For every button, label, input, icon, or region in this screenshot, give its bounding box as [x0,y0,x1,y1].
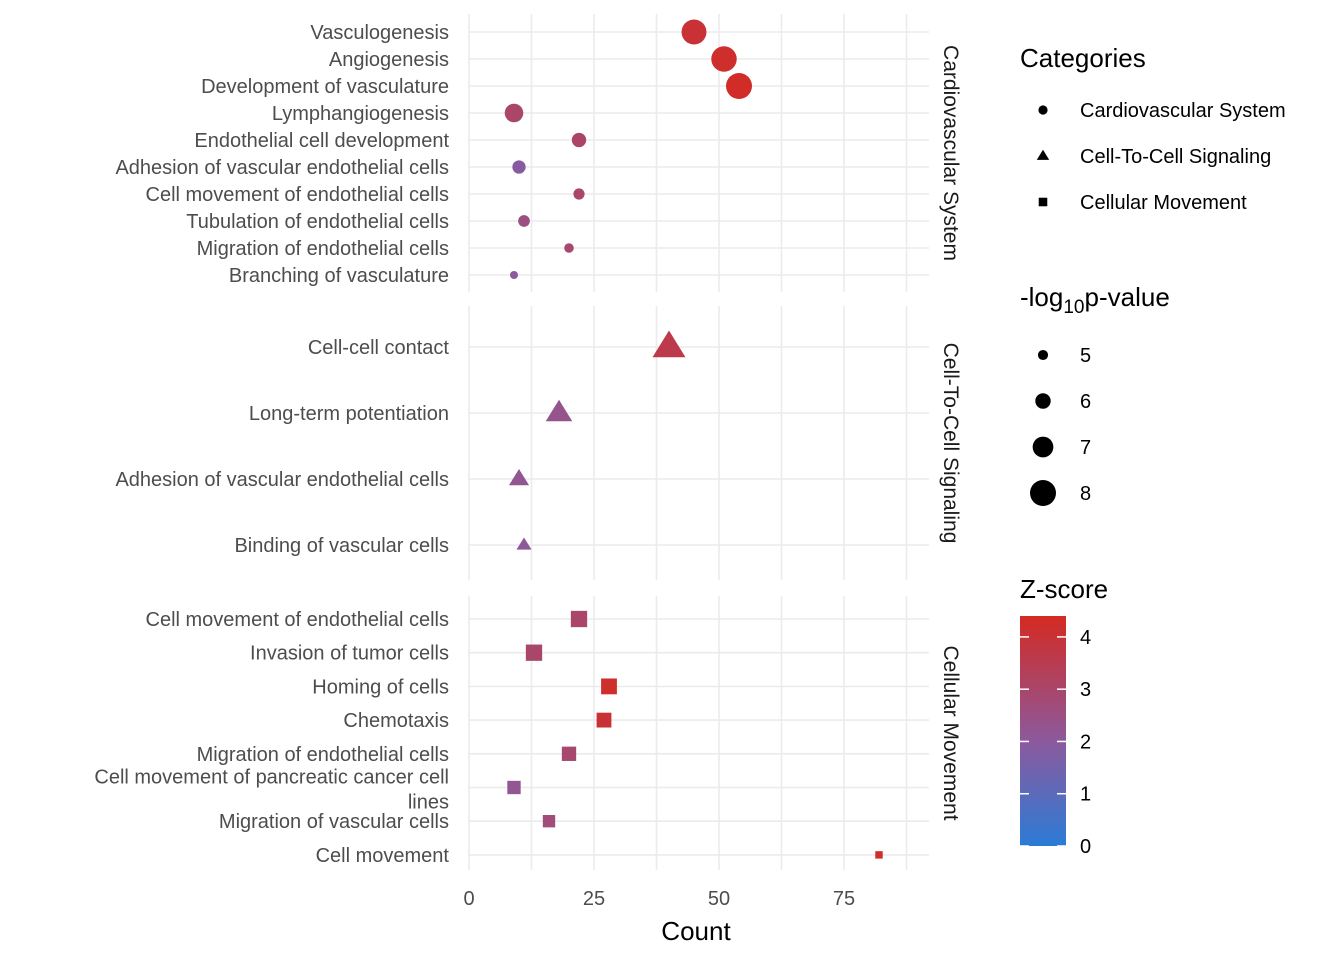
y-tick-label: Development of vasculature [201,76,449,98]
data-point [652,330,686,358]
y-tick-label: Tubulation of endothelial cells [186,211,449,233]
y-tick-label: Migration of vascular cells [219,811,449,833]
legend-key [1036,149,1050,160]
y-tick-label: Cell-cell contact [308,337,450,359]
data-point [504,103,524,123]
data-point [711,46,737,72]
color-bar-label: 1 [1080,784,1091,806]
y-tick-label: Cell movement of endothelial cells [146,609,450,631]
y-tick-label: Adhesion of vascular endothelial cells [115,469,449,491]
legend-categories: Categories Cardiovascular System Cell-To-C… [1020,43,1286,214]
legend-title: -log10p-value [1020,282,1170,318]
x-tick-label: 0 [463,888,474,910]
y-tick-label: Migration of endothelial cells [197,238,449,260]
facet-panel: Cell movement of endothelial cells Invasi… [94,596,962,870]
data-point [507,780,521,795]
legend-title: Categories [1020,43,1146,73]
x-axis-title: Count [661,916,731,946]
facet-strip-label: Cardiovascular System [939,45,962,261]
y-tick-label: Binding of vascular cells [234,535,449,557]
legend-label: 8 [1080,483,1091,505]
legend-label: Cardiovascular System [1080,100,1286,122]
legend-key [1030,480,1056,506]
y-tick-label: Endothelial cell development [194,130,449,152]
legend-label: Cellular Movement [1080,192,1247,214]
data-point [516,537,532,550]
color-bar-label: 2 [1080,731,1091,753]
data-point [573,188,585,200]
data-point [596,712,612,728]
data-point [542,815,556,828]
y-tick-label: Adhesion of vascular endothelial cells [115,157,449,179]
y-tick-label: Branching of vasculature [229,265,449,287]
y-tick-label: Cell movement of pancreatic cancer cell l… [94,767,449,814]
data-point [570,610,588,628]
x-tick-label: 75 [833,888,855,910]
legend-label: 7 [1080,437,1091,459]
legend-key [1035,393,1051,409]
data-point [571,132,587,148]
legend-title: Z-score [1020,574,1108,604]
y-tick-label: Long-term potentiation [249,403,449,425]
legend-label: 6 [1080,391,1091,413]
y-tick-label: Cell movement [316,845,450,867]
data-point [561,746,577,761]
x-tick-label: 50 [708,888,730,910]
y-tick-label: Angiogenesis [329,49,449,71]
color-bar-label: 3 [1080,679,1091,701]
legend-zscore: Z-score 0 1 2 3 4 [1020,574,1108,858]
facet-panel: Vasculogenesis Angiogenesis Development of… [115,14,962,292]
x-axis: 0 25 50 75 [463,888,855,910]
legend-label: 5 [1080,345,1091,367]
panels: Vasculogenesis Angiogenesis Development of… [94,14,962,870]
y-tick-label: Invasion of tumor cells [250,643,449,665]
legend-key [1037,349,1049,361]
color-bar [1020,616,1066,846]
y-tick-label: Chemotaxis [343,710,449,732]
y-tick-label: Migration of endothelial cells [197,744,449,766]
data-point [525,644,543,661]
color-bar-label: 0 [1080,836,1091,858]
facet-panel: Cell-cell contact Long-term potentiation A… [115,306,962,580]
color-bar-label: 4 [1080,627,1091,649]
facet-strip-label: Cell-To-Cell Signaling [939,343,962,544]
facet-strip-label: Cellular Movement [939,645,962,820]
data-point [512,160,526,174]
data-point [510,271,518,279]
y-tick-label: Homing of cells [312,676,449,698]
data-point [545,399,573,422]
legend-key [1032,436,1054,458]
data-point [518,215,530,227]
data-point [726,73,752,99]
data-point [564,243,574,253]
data-point [875,851,883,859]
legend-size: -log10p-value 5 6 7 8 [1020,282,1170,506]
legend-key [1038,197,1048,207]
x-tick-label: 25 [583,888,605,910]
y-tick-label: Cell movement of endothelial cells [146,184,450,206]
y-tick-label: Lymphangiogenesis [272,103,449,125]
legend-key [1038,105,1048,115]
legend-label: Cell-To-Cell Signaling [1080,146,1271,168]
data-point [508,468,530,486]
data-point [681,19,707,45]
y-tick-label: Vasculogenesis [310,22,449,44]
data-point [601,678,617,695]
